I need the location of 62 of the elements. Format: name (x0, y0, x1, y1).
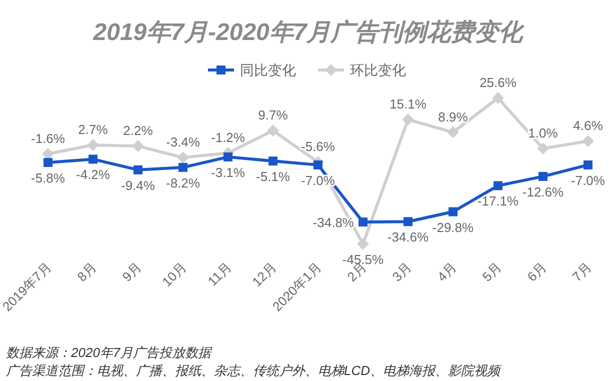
point (447, 126, 459, 138)
data-label: 15.1% (390, 96, 427, 112)
data-label: 2.2% (123, 123, 154, 138)
point (177, 152, 189, 164)
data-label: -5.6% (301, 139, 336, 154)
data-label: -1.6% (31, 130, 66, 146)
point (88, 154, 98, 164)
point (582, 135, 594, 148)
data-label: -5.1% (256, 169, 290, 184)
point (538, 172, 548, 181)
x-tick-label: 10月 (159, 260, 190, 290)
data-label: -17.1% (477, 194, 520, 209)
point (314, 160, 322, 170)
data-label: -8.2% (166, 175, 200, 190)
point (448, 207, 458, 216)
point (404, 217, 412, 226)
point (134, 165, 142, 174)
x-tick-label: 6月 (524, 260, 550, 284)
data-label: -1.2% (211, 130, 246, 146)
data-label: 2.7% (78, 122, 108, 138)
data-label: -9.4% (121, 178, 156, 193)
data-label: 8.9% (438, 109, 468, 124)
legend-label: 同比变化 (240, 62, 296, 78)
data-label: -7.0% (571, 172, 606, 188)
data-label: -12.6% (522, 184, 564, 200)
x-tick-label: 5月 (479, 260, 504, 284)
point (178, 162, 188, 172)
x-tick-label: 7月 (569, 260, 594, 284)
x-tick-label: 9月 (119, 260, 144, 284)
legend-label: 环比变化 (350, 62, 406, 78)
x-tick-label: 3月 (389, 260, 414, 284)
point (357, 238, 369, 250)
data-label: 9.7% (258, 108, 288, 123)
point (267, 124, 279, 137)
data-label: -4.2% (76, 167, 110, 182)
point (402, 114, 414, 126)
x-tick-label: 8月 (74, 260, 100, 284)
text: 广告渠道范围：电视、广播、报纸、杂志、传统户外、电梯LCD、电梯海报、影院视频 (6, 363, 502, 378)
data-label: -34.8% (312, 215, 354, 230)
x-tick-label: 12月 (249, 260, 280, 290)
data-label: 4.6% (573, 118, 604, 134)
point (132, 140, 144, 152)
point (494, 181, 502, 190)
point (268, 156, 278, 166)
point (87, 139, 99, 152)
data-label: -34.6% (387, 230, 430, 245)
point (358, 218, 368, 227)
source-note: 数据来源：2020年7月广告投放数据 (6, 345, 214, 360)
x-tick-label: 4月 (434, 260, 460, 284)
x-tick-label: 11月 (204, 260, 234, 289)
data-label: -3.1% (211, 164, 246, 180)
point (537, 142, 549, 155)
data-label: -3.4% (166, 134, 200, 150)
data-label: 1.0% (528, 126, 558, 141)
point (224, 152, 232, 162)
point (584, 160, 592, 170)
data-label: -5.8% (31, 170, 66, 186)
point (492, 92, 504, 104)
point (44, 158, 52, 167)
data-label: -29.8% (432, 220, 474, 235)
data-label: 25.6% (480, 75, 517, 90)
chart-title: 2019年7月-2020年7月广告刊例花费变化 (92, 19, 525, 46)
